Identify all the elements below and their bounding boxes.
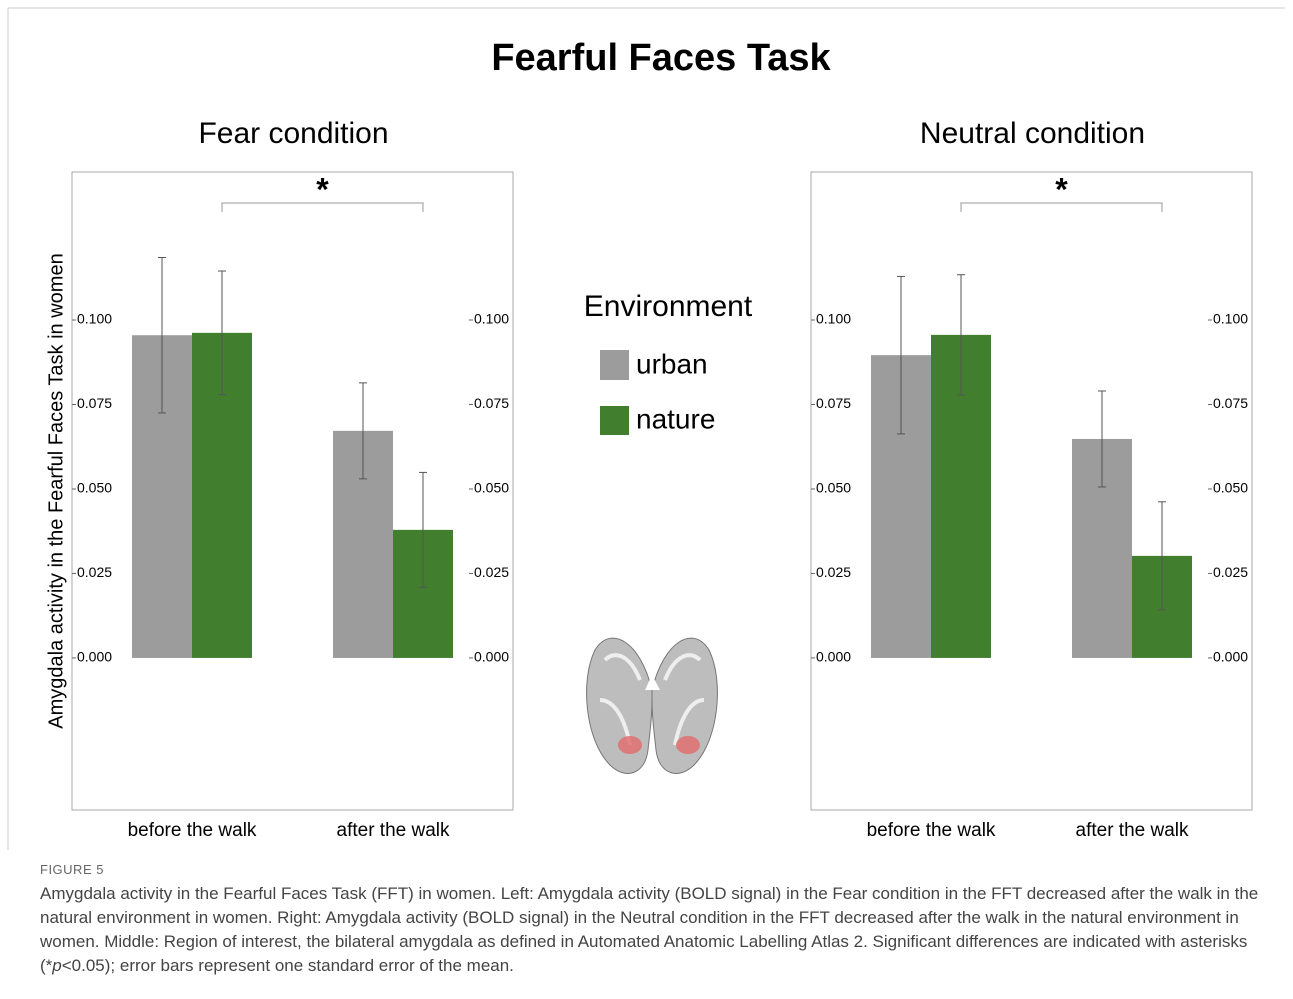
y-tick-label: 0.075 <box>77 395 112 411</box>
brain-illustration <box>587 638 718 773</box>
y-axis-label: Amygdala activity in the Fearful Faces T… <box>45 253 67 728</box>
y2-tick-label: 0.025 <box>474 564 509 580</box>
y2-tick-label: 0.025 <box>1213 564 1248 580</box>
significance-marker: * <box>316 171 329 207</box>
panel-title: Fear condition <box>198 117 388 150</box>
y2-tick-label: 0.000 <box>1213 649 1248 665</box>
y-tick-label: 0.050 <box>77 480 112 496</box>
figure: Fearful Faces Task Environment urban nat… <box>0 0 1293 855</box>
legend-label: nature <box>636 403 715 434</box>
caption-text: <0.05); error bars represent one standar… <box>62 956 514 975</box>
y2-tick-label: 0.000 <box>474 649 509 665</box>
y-tick-label: 0.025 <box>816 564 851 580</box>
y2-tick-label: 0.075 <box>1213 395 1248 411</box>
legend-swatch <box>600 406 629 435</box>
y2-tick-label: 0.050 <box>1213 480 1248 496</box>
y2-tick-label: 0.100 <box>1213 311 1248 327</box>
y-tick-label: 0.000 <box>816 649 851 665</box>
legend-swatch <box>600 350 629 380</box>
x-tick-label: after the walk <box>337 820 450 841</box>
significance-marker: * <box>1055 171 1068 207</box>
caption: Amygdala activity in the Fearful Faces T… <box>40 882 1265 978</box>
x-tick-label: before the walk <box>867 820 996 841</box>
y2-tick-label: 0.075 <box>474 395 509 411</box>
y2-tick-label: 0.100 <box>474 311 509 327</box>
figure-title: Fearful Faces Task <box>491 37 831 79</box>
y-tick-label: 0.100 <box>816 311 851 327</box>
y-tick-label: 0.050 <box>816 480 851 496</box>
y2-tick-label: 0.050 <box>474 480 509 496</box>
y-tick-label: 0.075 <box>816 395 851 411</box>
x-tick-label: after the walk <box>1076 820 1189 841</box>
y-tick-label: 0.025 <box>77 564 112 580</box>
caption-label: FIGURE 5 <box>40 862 104 877</box>
caption-text: p <box>52 956 61 975</box>
panel-title: Neutral condition <box>920 117 1145 150</box>
x-tick-label: before the walk <box>128 820 257 841</box>
page: {"title": "Fearful Faces Task", "legend_… <box>0 0 1293 999</box>
y-tick-label: 0.100 <box>77 311 112 327</box>
legend-title: Environment <box>584 290 753 323</box>
legend-label: urban <box>636 348 708 379</box>
y-tick-label: 0.000 <box>77 649 112 665</box>
